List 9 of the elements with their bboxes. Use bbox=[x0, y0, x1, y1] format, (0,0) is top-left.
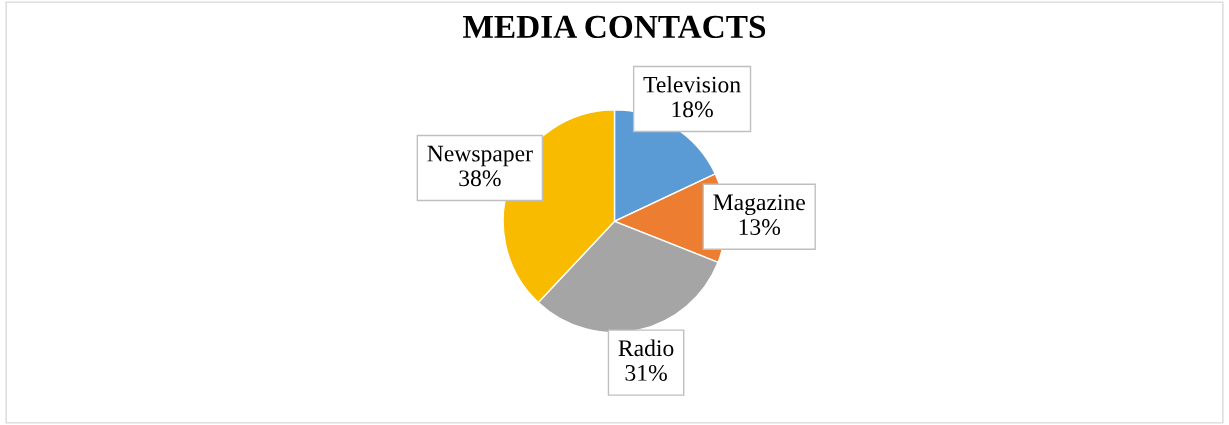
slice-label: Newspaper bbox=[427, 145, 533, 167]
data-label: 18% bbox=[672, 101, 713, 118]
slice-label: Television bbox=[643, 75, 741, 93]
data-label: 13% bbox=[739, 219, 781, 236]
chart-title: MEDIA CONTACTS bbox=[463, 15, 766, 39]
data-label: 31% bbox=[625, 364, 667, 381]
data-label: 38% bbox=[459, 170, 501, 187]
slice-label: Radio bbox=[618, 339, 674, 357]
slice-label: Magazine bbox=[713, 194, 805, 216]
